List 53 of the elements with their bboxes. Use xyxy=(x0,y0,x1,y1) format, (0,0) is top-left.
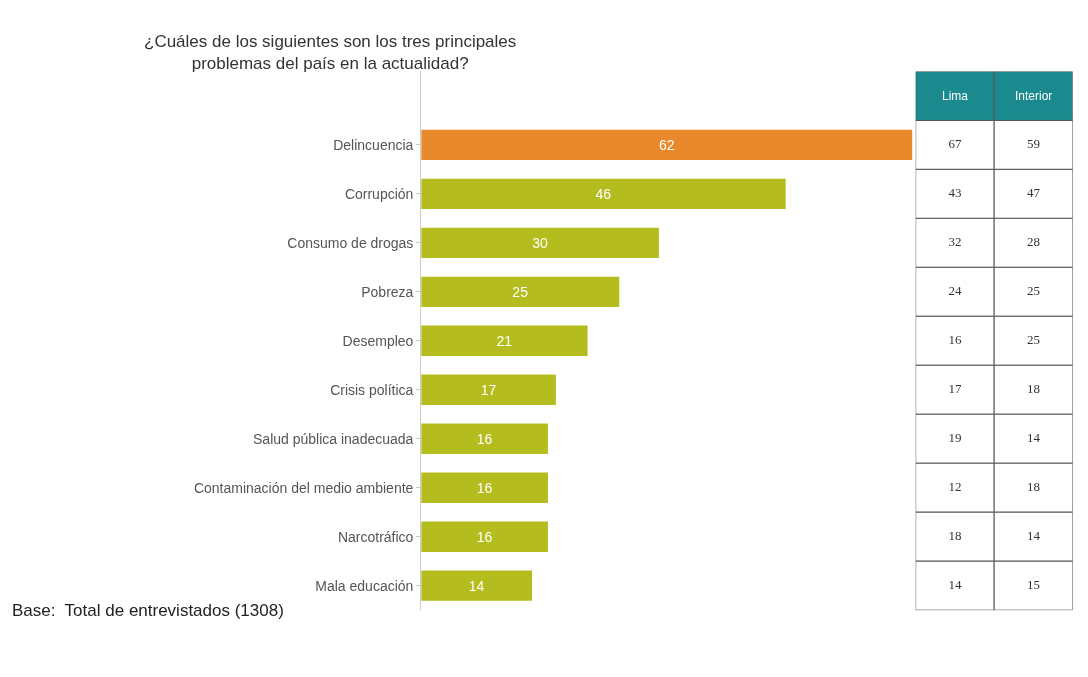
bar xyxy=(421,423,548,454)
y-tick-label: Crisis política xyxy=(330,381,414,398)
data-label: 25 xyxy=(1026,283,1040,299)
data-label: 47 xyxy=(1026,185,1041,201)
data-label: 24 xyxy=(948,283,962,299)
chart-title: ¿Cuáles de los siguientes son los tres principales problemas del país en la actualidad? xyxy=(144,32,517,74)
bar xyxy=(421,276,620,308)
data-label: 17 xyxy=(948,381,962,397)
data-label: 15 xyxy=(1026,576,1040,592)
data-label: 43 xyxy=(948,185,962,201)
bar xyxy=(421,374,556,405)
y-tick-label: Salud pública inadecuada xyxy=(253,430,414,447)
data-label: 12 xyxy=(948,478,962,494)
y-tick-label: Contaminación del medio ambiente xyxy=(193,479,414,496)
data-label: 14 xyxy=(1026,430,1041,445)
data-label: 17 xyxy=(480,381,497,398)
data-label: 14 xyxy=(468,577,485,594)
data-label: 28 xyxy=(1026,234,1040,250)
bar xyxy=(421,227,659,259)
data-label: 16 xyxy=(948,332,962,348)
y-tick-label: Pobreza xyxy=(361,283,414,300)
text: Base: Total de entrevistados (1308) xyxy=(12,601,284,620)
bar xyxy=(421,325,588,356)
data-label: 32 xyxy=(948,234,962,250)
data-label: 18 xyxy=(948,527,962,543)
data-label: 14 xyxy=(1026,527,1041,543)
data-label: 59 xyxy=(1026,136,1040,152)
bar xyxy=(421,570,533,601)
data-label: 46 xyxy=(595,185,612,202)
y-tick-label: Consumo de drogas xyxy=(287,234,414,251)
x-tick-label: Interior xyxy=(1015,89,1053,103)
data-label: 30 xyxy=(532,234,548,251)
y-tick-label: Delincuencia xyxy=(333,136,414,153)
data-label: 25 xyxy=(1026,332,1040,348)
x-tick-label: Lima xyxy=(942,89,969,103)
bar xyxy=(421,178,786,210)
data-label: 25 xyxy=(512,283,529,300)
data-label: 14 xyxy=(948,576,962,592)
data-label: 19 xyxy=(948,430,962,445)
y-tick-label: Corrupción xyxy=(344,185,414,202)
y-tick-label: Narcotráfico xyxy=(337,528,414,545)
bar xyxy=(421,472,548,503)
data-label: 16 xyxy=(476,430,493,447)
data-label: 21 xyxy=(496,332,513,349)
data-label: 67 xyxy=(948,136,962,152)
data-label: 18 xyxy=(1026,478,1040,494)
y-tick-label: Mala educación xyxy=(315,577,414,594)
y-tick-label: Desempleo xyxy=(342,332,414,349)
bar xyxy=(421,521,548,552)
data-label: 16 xyxy=(476,479,493,496)
data-label: 18 xyxy=(1026,381,1040,397)
data-label: 62 xyxy=(658,136,675,153)
data-label: 16 xyxy=(476,528,493,545)
